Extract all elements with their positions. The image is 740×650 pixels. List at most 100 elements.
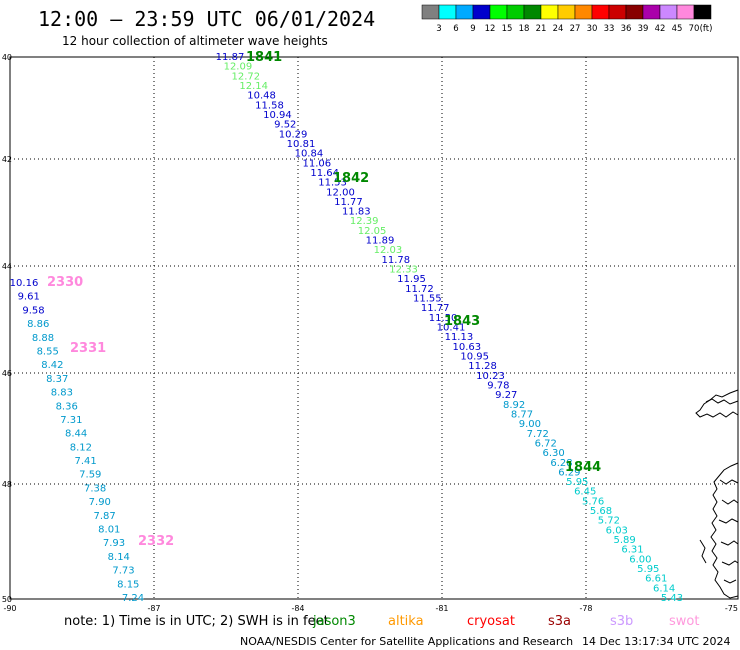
track-pass-label: 1842 (333, 171, 369, 186)
wave-height-obs: 11.87 (216, 52, 245, 63)
wave-height-obs: 11.64 (310, 168, 339, 179)
wave-height-obs: 12.03 (374, 245, 403, 256)
colorbar-label: 42 (655, 24, 666, 34)
wave-height-obs: 10.95 (460, 352, 489, 363)
wave-height-obs: 11.50 (429, 313, 458, 324)
wave-height-obs: 10.94 (263, 110, 292, 121)
colorbar-label: 12 (485, 24, 496, 34)
wave-height-obs: 8.15 (117, 579, 139, 590)
lat-tick-label: 46 (2, 369, 12, 378)
colorbar-label: 45 (672, 24, 683, 34)
wave-height-obs: 8.83 (51, 388, 73, 399)
colorbar-swatch (591, 4, 610, 20)
wave-height-obs: 12.72 (231, 71, 260, 82)
wave-height-obs: 8.42 (41, 360, 63, 371)
colorbar-swatch (489, 4, 508, 20)
wave-height-obs: 11.72 (405, 284, 434, 295)
wave-height-obs: 8.55 (37, 347, 59, 358)
wave-height-obs: 6.28 (550, 458, 572, 469)
wave-height-obs: 10.81 (287, 139, 316, 150)
wave-height-obs: 12.33 (389, 265, 418, 276)
wave-height-colorbar: 3 6 9 12 15 18 21 24 27 30 33 36 39 42 45 70 (ft) (421, 4, 713, 34)
wave-height-obs: 7.90 (89, 497, 111, 508)
colorbar-swatch (438, 4, 457, 20)
wave-height-obs: 7.87 (93, 511, 115, 522)
wave-height-obs: 10.41 (437, 323, 466, 334)
wave-height-obs: 10.29 (279, 129, 308, 140)
mission-label-s3a: s3a (548, 614, 571, 629)
colorbar-label: 30 (587, 24, 598, 34)
wave-height-obs: 6.29 (558, 467, 580, 478)
wave-height-obs: 7.24 (122, 593, 144, 604)
track-pass-label: 2330 (47, 275, 83, 290)
colorbar-unit: (ft) (700, 24, 713, 34)
wave-height-obs: 7.73 (112, 566, 134, 577)
wave-height-obs: 8.77 (511, 409, 533, 420)
lat-tick-label: 42 (2, 155, 12, 164)
map-title: 12:00 — 23:59 UTC 06/01/2024 (38, 7, 375, 31)
wave-height-obs: 5.95 (566, 477, 588, 488)
wave-height-obs: 12.39 (350, 216, 379, 227)
wave-height-obs: 6.14 (653, 583, 675, 594)
track-pass-labels: 1841 1842 1843 1844 2330 2331 2332 (47, 50, 601, 549)
wave-height-obs: 9.58 (22, 305, 44, 316)
wave-height-obs: 8.88 (32, 333, 54, 344)
west-altimeter-track: 10.16 9.61 9.58 8.86 8.88 8.55 8.42 8.37 8.83 8.3… (10, 278, 144, 604)
wave-height-obs: 8.92 (503, 400, 525, 411)
lat-tick-label: 50 (2, 595, 12, 604)
track-pass-label: 1843 (444, 314, 480, 329)
wave-height-obs: 12.14 (239, 81, 268, 92)
colorbar-swatch (574, 4, 593, 20)
wave-height-obs: 6.31 (621, 545, 643, 556)
wave-height-obs: 7.38 (84, 483, 106, 494)
plot-frame (9, 56, 739, 600)
wave-height-obs: 6.03 (606, 525, 628, 536)
colorbar-label: 27 (570, 24, 581, 34)
wave-height-obs: 7.72 (527, 429, 549, 440)
colorbar-swatch (693, 4, 712, 20)
mission-legend: jason3 altika cryosat s3a s3b swot (312, 614, 699, 629)
wave-height-obs: 10.63 (452, 342, 481, 353)
colorbar-label: 36 (621, 24, 632, 34)
colorbar-swatch (472, 4, 491, 20)
generated-timestamp: 14 Dec 13:17:34 UTC 2024 (582, 635, 730, 648)
colorbar-swatch (421, 4, 440, 20)
mission-label-altika: altika (388, 614, 424, 629)
colorbar-swatch (506, 4, 525, 20)
wave-height-obs: 5.95 (637, 564, 659, 575)
map-subtitle: 12 hour collection of altimeter wave hei… (62, 34, 328, 48)
wave-height-obs: 8.14 (108, 552, 130, 563)
wave-height-obs: 8.12 (70, 442, 92, 453)
wave-height-obs: 11.77 (421, 303, 450, 314)
mission-label-jason3: jason3 (312, 614, 356, 629)
colorbar-swatch (455, 4, 474, 20)
wave-height-obs: 7.93 (103, 538, 125, 549)
colorbar-swatch (642, 4, 661, 20)
colorbar-swatch (659, 4, 678, 20)
footer-note: note: 1) Time is in UTC; 2) SWH is in fe… (64, 614, 329, 629)
wave-height-obs: 11.06 (302, 158, 331, 169)
lon-tick-label: -84 (291, 604, 304, 613)
colorbar-swatch (557, 4, 576, 20)
wave-height-obs: 7.41 (74, 456, 96, 467)
wave-height-obs: 11.55 (413, 294, 442, 305)
wave-height-obs: 10.48 (247, 91, 276, 102)
wave-height-obs: 11.28 (468, 361, 497, 372)
wave-height-obs: 9.78 (487, 381, 509, 392)
wave-height-obs: 8.36 (56, 401, 78, 412)
wave-height-obs: 6.00 (629, 554, 651, 565)
lon-tick-label: -87 (147, 604, 160, 613)
wave-height-obs: 6.61 (645, 574, 667, 585)
colorbar-swatch (523, 4, 542, 20)
wave-height-obs: 12.00 (326, 187, 355, 198)
wave-height-obs: 11.13 (445, 332, 474, 343)
credit-line: NOAA/NESDIS Center for Satellite Applica… (240, 635, 573, 648)
colorbar-swatch (608, 4, 627, 20)
wave-height-obs: 9.00 (519, 419, 541, 430)
wave-height-obs: 7.59 (79, 470, 101, 481)
lat-lon-grid (10, 57, 738, 599)
track-pass-label: 1844 (565, 460, 601, 475)
wave-height-obs: 11.89 (366, 236, 395, 247)
wave-height-obs: 5.43 (661, 593, 683, 604)
